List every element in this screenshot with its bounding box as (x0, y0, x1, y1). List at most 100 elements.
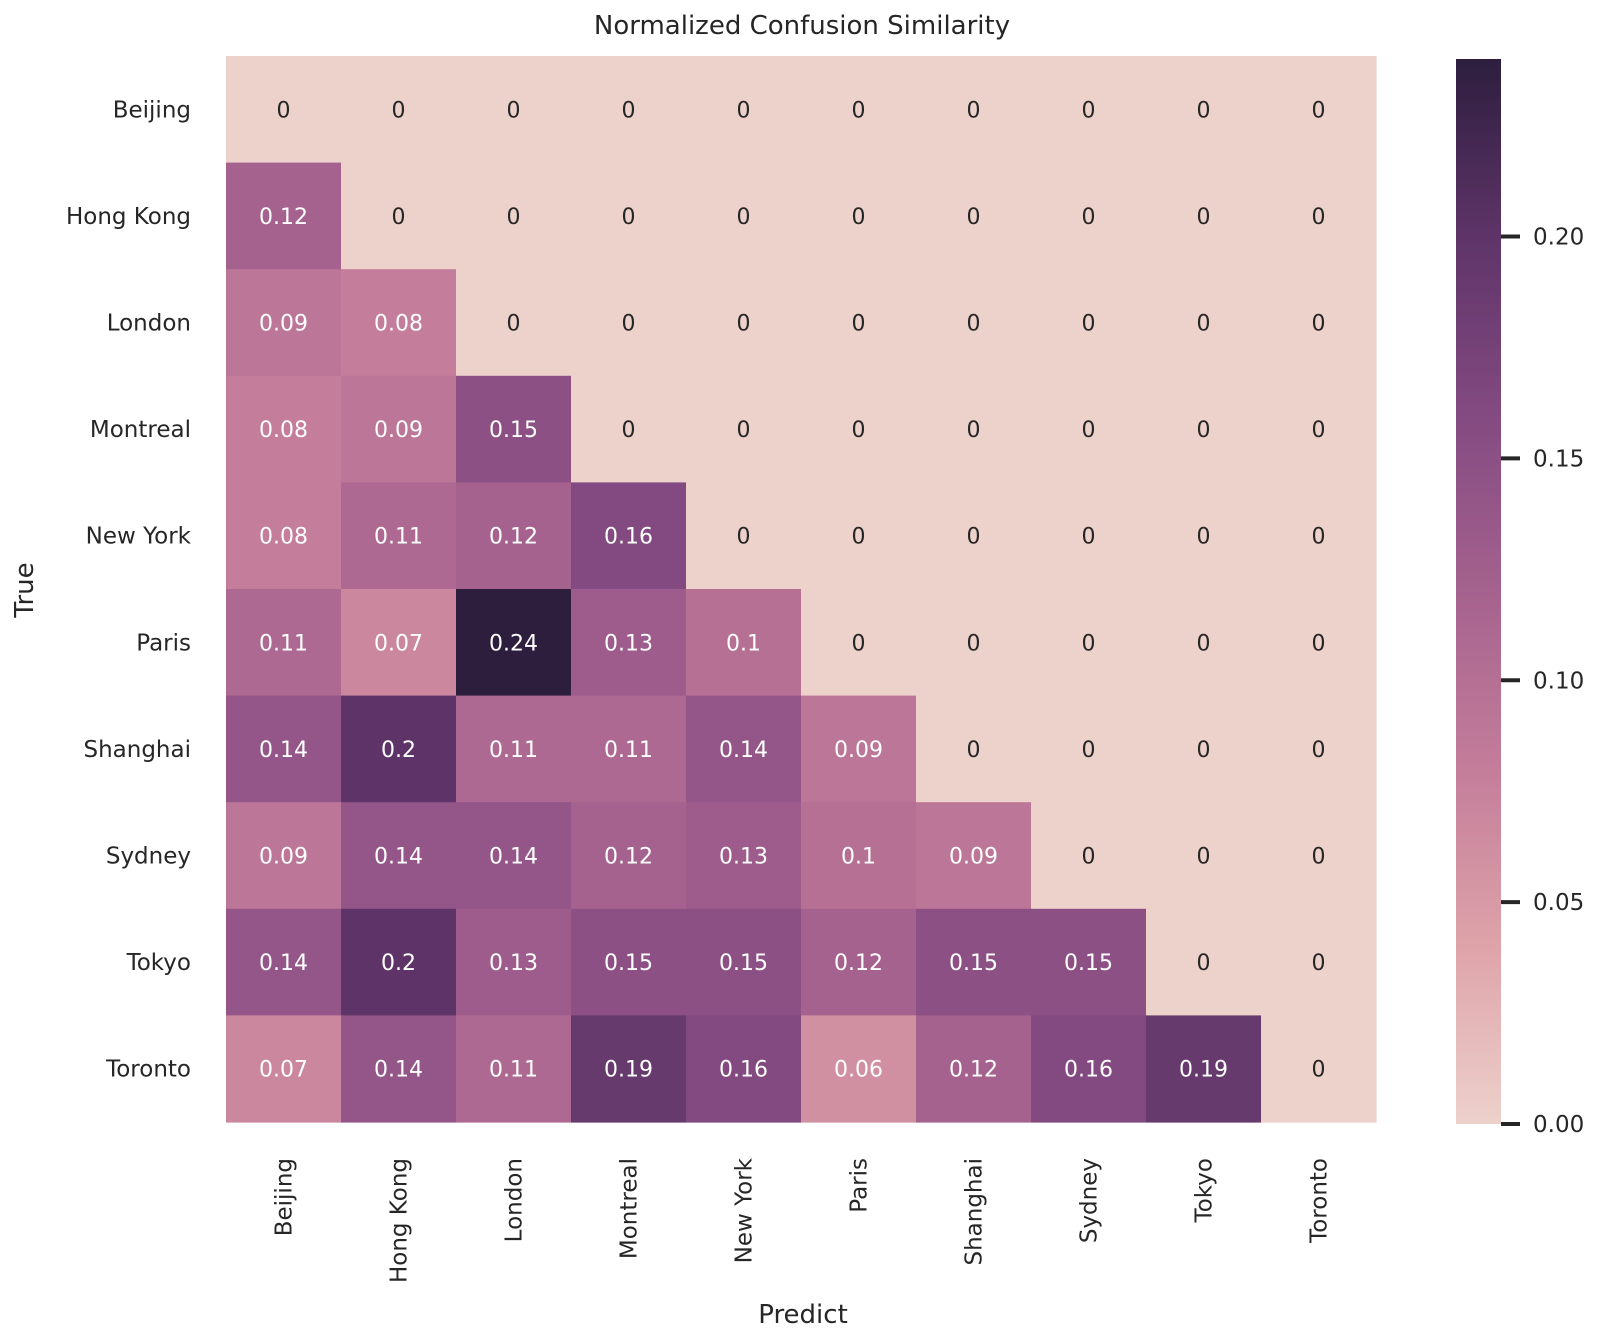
heatmap-cell (571, 375, 687, 483)
colorbar-tick-label: 0.05 (1533, 890, 1584, 916)
x-axis-label: Predict (758, 1300, 848, 1330)
cell-value-label: 0 (1312, 1058, 1326, 1083)
cell-value-label: 0.09 (949, 845, 998, 870)
heatmap-cell (916, 482, 1032, 590)
cell-value-label: 0.16 (719, 1058, 768, 1083)
heatmap-cell (456, 375, 572, 483)
heatmap-cell (1146, 482, 1262, 590)
heatmap-cell (686, 482, 802, 590)
heatmap-cell (571, 1015, 687, 1123)
cell-value-label: 0.14 (489, 845, 538, 870)
heatmap-cell (1031, 908, 1147, 1016)
cell-value-label: 0 (737, 312, 751, 337)
cell-value-label: 0.15 (719, 951, 768, 976)
cell-value-label: 0.15 (1064, 951, 1113, 976)
cell-value-label: 0 (1082, 525, 1096, 550)
heatmap-cell (916, 695, 1032, 803)
heatmap-cell (801, 482, 917, 590)
heatmap-cell (1261, 482, 1377, 590)
cell-value-label: 0 (392, 205, 406, 230)
heatmap-cell (571, 695, 687, 803)
heatmap-cell (226, 1015, 342, 1123)
cell-value-label: 0.07 (259, 1058, 308, 1083)
cell-value-label: 0.08 (259, 418, 308, 443)
heatmap-cell (1146, 56, 1262, 164)
colorbar-tick-label: 0.15 (1533, 446, 1584, 472)
cell-value-label: 0.09 (374, 418, 423, 443)
cell-value-label: 0.14 (374, 1058, 423, 1083)
heatmap-cell (341, 589, 457, 697)
heatmap-cell (801, 56, 917, 164)
heatmap-cell (571, 908, 687, 1016)
heatmap-cell (916, 589, 1032, 697)
cell-value-label: 0 (967, 98, 981, 123)
heatmap-cell (456, 162, 572, 270)
cell-value-label: 0 (1312, 525, 1326, 550)
cell-value-label: 0.06 (834, 1058, 883, 1083)
heatmap-cell (341, 1015, 457, 1123)
heatmap-cell (686, 589, 802, 697)
cell-value-label: 0 (967, 738, 981, 763)
cell-value-label: 0 (1082, 312, 1096, 337)
cell-value-label: 0.11 (604, 738, 653, 763)
heatmap-cell (1031, 375, 1147, 483)
heatmap-cell-labels: 0 0 0 0 0 0 0 0 0 0 0.12 0 0 0 0 0 0 0 0 0 0.09 0.08 0 0 0 0 0 0 0 0 0… (259, 98, 1325, 1082)
cell-value-label: 0.14 (719, 738, 768, 763)
cell-value-label: 0.12 (834, 951, 883, 976)
heatmap-cell (341, 802, 457, 910)
cell-value-label: 0.11 (374, 525, 423, 550)
heatmap-cell (916, 269, 1032, 377)
cell-value-label: 0.13 (489, 951, 538, 976)
x-tick-label: Sydney (1077, 1158, 1103, 1243)
heatmap-cell (916, 802, 1032, 910)
cell-value-label: 0 (1312, 312, 1326, 337)
cell-value-label: 0 (1312, 845, 1326, 870)
heatmap-cell (226, 375, 342, 483)
cell-value-label: 0 (737, 418, 751, 443)
cell-value-label: 0.15 (949, 951, 998, 976)
cell-value-label: 0 (852, 312, 866, 337)
heatmap-cells (226, 56, 1377, 1123)
cell-value-label: 0 (1082, 98, 1096, 123)
heatmap-cell (801, 269, 917, 377)
heatmap-cell (456, 589, 572, 697)
heatmap-cell (1261, 1015, 1377, 1123)
cell-value-label: 0 (967, 631, 981, 656)
cell-value-label: 0 (1082, 205, 1096, 230)
heatmap-cell (341, 908, 457, 1016)
cell-value-label: 0.13 (719, 845, 768, 870)
heatmap-cell (916, 56, 1032, 164)
cell-value-label: 0.12 (604, 845, 653, 870)
cell-value-label: 0.15 (489, 418, 538, 443)
x-tick-label: Paris (847, 1158, 873, 1213)
cell-value-label: 0 (1312, 205, 1326, 230)
heatmap-cell (1146, 1015, 1262, 1123)
cell-value-label: 0 (1197, 525, 1211, 550)
cell-value-label: 0 (737, 205, 751, 230)
heatmap-cell (1031, 162, 1147, 270)
heatmap-cell (801, 802, 917, 910)
cell-value-label: 0.14 (259, 951, 308, 976)
cell-value-label: 0.16 (1064, 1058, 1113, 1083)
heatmap-cell (1146, 162, 1262, 270)
heatmap-cell (1261, 56, 1377, 164)
cell-value-label: 0 (622, 312, 636, 337)
cell-value-label: 0 (1197, 205, 1211, 230)
heatmap-cell (226, 908, 342, 1016)
heatmap-cell (1146, 908, 1262, 1016)
cell-value-label: 0 (967, 418, 981, 443)
heatmap-cell (226, 56, 342, 164)
cell-value-label: 0 (967, 205, 981, 230)
x-tick-label: Beijing (272, 1158, 298, 1236)
heatmap-cell (686, 802, 802, 910)
heatmap-cell (801, 908, 917, 1016)
colorbar (1456, 59, 1501, 1124)
cell-value-label: 0.14 (374, 845, 423, 870)
cell-value-label: 0.09 (259, 845, 308, 870)
heatmap-cell (456, 1015, 572, 1123)
cell-value-label: 0.1 (726, 631, 761, 656)
cell-value-label: 0 (967, 312, 981, 337)
heatmap-cell (1261, 375, 1377, 483)
heatmap-cell (1031, 802, 1147, 910)
heatmap-cell (801, 1015, 917, 1123)
